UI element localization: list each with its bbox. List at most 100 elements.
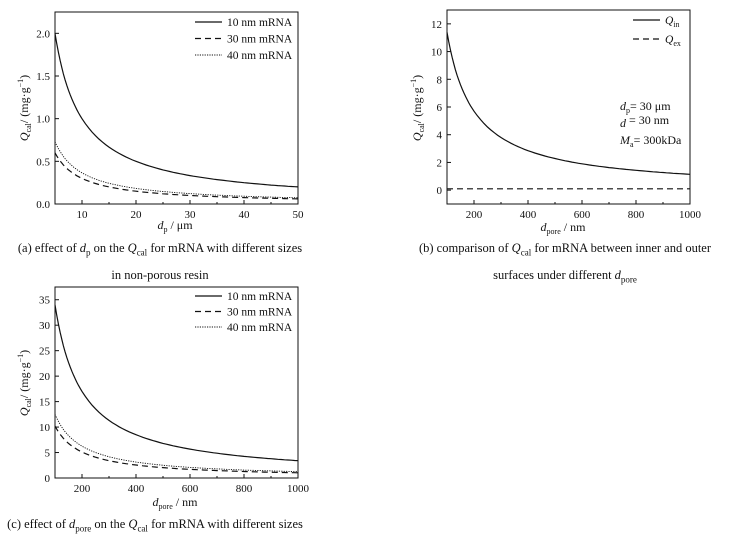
label-part: p bbox=[626, 106, 630, 115]
series-line-0 bbox=[54, 33, 299, 188]
label-part: d bbox=[541, 220, 548, 234]
x-tick-label: 200 bbox=[466, 209, 483, 221]
caption-text: cal bbox=[520, 247, 532, 258]
label-part: 30 nm mRNA bbox=[227, 307, 293, 319]
y-tick-label: 15 bbox=[39, 397, 51, 409]
caption-text: for mRNA between inner and outer bbox=[531, 241, 712, 255]
label-part: ) bbox=[17, 350, 31, 354]
caption-text: cal bbox=[136, 247, 148, 258]
y-tick-label: 2.0 bbox=[36, 28, 50, 40]
x-tick-label: 10 bbox=[77, 209, 89, 221]
y-tick-label: 0 bbox=[45, 473, 51, 485]
label-part: = 300kDa bbox=[634, 133, 682, 147]
label-part: Q bbox=[17, 407, 31, 416]
caption-text: Q bbox=[511, 241, 521, 255]
label-part: d bbox=[157, 218, 164, 232]
caption-text: (a) effect of bbox=[17, 241, 80, 255]
label-part: in bbox=[673, 20, 679, 29]
y-tick-label: 25 bbox=[39, 346, 51, 358]
y-tick-label: 2 bbox=[437, 157, 443, 169]
y-tick-label: 20 bbox=[39, 371, 51, 383]
y-tick-label: 1.5 bbox=[36, 71, 50, 83]
series-line-1 bbox=[54, 152, 299, 200]
series-line-1 bbox=[54, 425, 299, 474]
x-tick-label: 600 bbox=[182, 483, 199, 495]
label-part: = 30 nm bbox=[626, 113, 670, 127]
annotation: dp= 30 μm bbox=[620, 99, 671, 115]
y-tick-label: 0.5 bbox=[36, 156, 50, 168]
label-part: Q bbox=[665, 15, 674, 27]
series-line-2 bbox=[54, 141, 299, 199]
y-tick-label: 10 bbox=[431, 47, 443, 59]
legend-label: Qex bbox=[665, 34, 681, 48]
label-part: −1 bbox=[16, 354, 25, 363]
caption-text: (c) effect of bbox=[7, 517, 69, 531]
legend-label: 40 nm mRNA bbox=[227, 50, 293, 62]
x-tick-label: 200 bbox=[74, 483, 91, 495]
label-part: pore bbox=[159, 502, 174, 511]
panel-a: 10 20 30 40 50 0.0 0.5 1.0 1.5 2.0 dp / μm Qcal/ (m… bbox=[16, 11, 305, 234]
label-part: 10 nm mRNA bbox=[227, 17, 293, 29]
label-part: = 30 μm bbox=[630, 99, 671, 113]
label-part: / (mg·g bbox=[410, 87, 424, 123]
series-line-2 bbox=[54, 414, 298, 473]
y-tick-label: 1.0 bbox=[36, 114, 50, 126]
label-part: / (mg·g bbox=[17, 362, 31, 398]
label-part: cal bbox=[24, 397, 33, 407]
legend-label: 10 nm mRNA bbox=[227, 291, 293, 303]
label-part: a bbox=[630, 140, 634, 149]
caption-text: (b) comparison of bbox=[418, 241, 512, 255]
caption-text: for mRNA with different sizes bbox=[147, 241, 303, 255]
label-part: ex bbox=[673, 39, 681, 48]
label-part: −1 bbox=[16, 79, 25, 88]
series-line-0 bbox=[54, 304, 299, 462]
y-tick-label: 5 bbox=[45, 448, 51, 460]
x-axis-title: dpore / nm bbox=[153, 495, 199, 511]
label-part: ) bbox=[410, 75, 424, 79]
x-tick-label: 20 bbox=[131, 209, 143, 221]
caption-b: (b) comparison of Qcal for mRNA between … bbox=[405, 237, 725, 290]
label-part: Q bbox=[665, 34, 674, 46]
x-tick-label: 1000 bbox=[287, 483, 310, 495]
y-tick-label: 6 bbox=[437, 102, 443, 114]
x-tick-label: 800 bbox=[628, 209, 645, 221]
legend-label: 30 nm mRNA bbox=[227, 307, 293, 319]
x-tick-label: 50 bbox=[293, 209, 305, 221]
label-part: cal bbox=[417, 122, 426, 132]
x-tick-label: 30 bbox=[185, 209, 197, 221]
plot-frame bbox=[54, 286, 299, 479]
caption-text: for mRNA with different sizes bbox=[147, 517, 303, 531]
annotation: d = 30 nm bbox=[620, 113, 670, 130]
legend-label: 40 nm mRNA bbox=[227, 322, 293, 334]
label-part: 10 nm mRNA bbox=[227, 291, 293, 303]
annotation: Ma= 300kDa bbox=[619, 133, 682, 149]
y-tick-label: 0.0 bbox=[36, 199, 50, 211]
legend-label: 30 nm mRNA bbox=[227, 34, 293, 46]
x-tick-label: 40 bbox=[239, 209, 251, 221]
caption-text: cal bbox=[137, 523, 148, 534]
label-part: d bbox=[620, 99, 627, 113]
label-part: / (mg·g bbox=[17, 87, 31, 123]
x-axis-title: dp / μm bbox=[157, 218, 193, 234]
y-tick-label: 0 bbox=[437, 185, 443, 197]
label-part: 30 nm mRNA bbox=[227, 34, 293, 46]
caption-text: Q bbox=[128, 517, 138, 531]
y-axis-title: Qcal/ (mg·g−1) bbox=[16, 75, 33, 141]
caption-text: Q bbox=[127, 241, 137, 255]
caption-text: pore bbox=[620, 274, 637, 284]
caption-c: (c) effect of dpore on the Qcal for mRNA… bbox=[5, 513, 305, 538]
label-part: 40 nm mRNA bbox=[227, 322, 293, 334]
label-part: Q bbox=[410, 132, 424, 141]
caption-a: (a) effect of dp on the Qcal for mRNA wi… bbox=[10, 237, 310, 286]
x-tick-label: 600 bbox=[574, 209, 591, 221]
label-part: M bbox=[619, 133, 631, 147]
plot-frame bbox=[54, 11, 299, 205]
caption-text: d bbox=[69, 517, 76, 531]
caption-text: on the bbox=[90, 241, 128, 255]
panel-c: 200 400 600 800 1000 0 5 10 15 20 25 30 35 dpore / nm… bbox=[16, 286, 310, 511]
y-tick-label: 30 bbox=[39, 320, 51, 332]
x-tick-label: 400 bbox=[520, 209, 537, 221]
label-part: Q bbox=[17, 132, 31, 141]
